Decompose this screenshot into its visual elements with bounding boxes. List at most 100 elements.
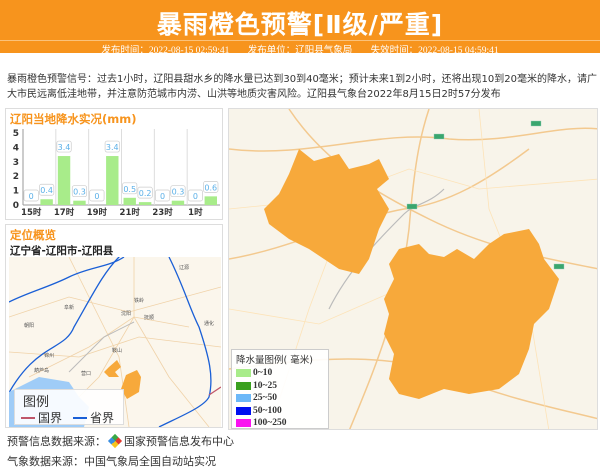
legend-label: 国界 <box>38 411 63 425</box>
data-label: 0.5 <box>123 185 136 194</box>
legend-item-0-10: 0~10 <box>236 367 324 380</box>
bar <box>123 197 136 205</box>
data-label-box <box>23 189 39 202</box>
rainfall-chart-panel: 辽阳当地降水实况(mm) 0 1 2 3 4 5 0 0.4 3.4 0.3 0 3.4 0.5 0.2 0… <box>5 108 223 220</box>
city-label: 阜新 <box>64 304 74 311</box>
expire-time: 失效时间：2022-08-15 04:59:41 <box>370 46 499 56</box>
province-border-swatch <box>73 416 87 419</box>
location-title: 定位概览 <box>10 228 56 242</box>
data-label: 0 <box>160 192 165 201</box>
data-label-box <box>203 181 219 193</box>
national-border-swatch <box>21 416 35 419</box>
issuer: 发布单位：辽阳县气象局 <box>247 46 353 56</box>
header: 暴雨橙色预警[Ⅱ级/严重] 发布时间：2022-08-15 02:59:41 发… <box>0 0 600 56</box>
data-label-box <box>187 189 203 202</box>
warning-area-map-graphic <box>229 109 597 429</box>
legend-item-50-100: 50~100 <box>236 405 324 418</box>
data-label: 0.4 <box>40 186 53 195</box>
legend-label: 25~50 <box>253 393 277 404</box>
x-tick-label: 19时 <box>87 207 108 218</box>
legend-swatch <box>236 369 251 378</box>
bar <box>40 199 53 205</box>
x-tick-label: 17时 <box>54 207 75 218</box>
bar <box>138 202 152 205</box>
data-label-box <box>122 182 138 195</box>
legend-province-border: 省界 <box>73 409 114 426</box>
warning-area-map[interactable]: 降水量图例( 毫米) 0~10 10~25 25~50 50~100 100~2… <box>228 108 598 430</box>
city-label: 葫芦岛 <box>34 367 49 374</box>
legend-item-100-250: 100~250 <box>236 417 324 429</box>
legend-swatch <box>236 381 251 390</box>
x-tick-label: 1时 <box>188 207 203 218</box>
city-label: 辽源 <box>179 264 189 271</box>
page-title: 暴雨橙色预警[Ⅱ级/严重] <box>156 10 444 39</box>
warning-source-name[interactable]: 国家预警信息发布中心 <box>124 435 234 448</box>
city-label: 铁岭 <box>134 297 144 304</box>
data-label-box <box>137 186 153 199</box>
bar <box>106 156 119 205</box>
map-legend: 图例 国界 省界 <box>14 389 124 425</box>
data-label-box <box>104 140 120 153</box>
info-bar: 发布时间：2022-08-15 02:59:41 发布单位：辽阳县气象局 失效时… <box>0 42 600 56</box>
x-tick-label: 23时 <box>152 207 173 218</box>
bar <box>57 156 71 205</box>
data-label-box <box>154 189 171 202</box>
x-tick-label: 15时 <box>21 207 42 218</box>
rainfall-legend: 降水量图例( 毫米) 0~10 10~25 25~50 50~100 100~2… <box>231 349 329 429</box>
data-label: 0.2 <box>139 189 152 198</box>
legend-label: 0~10 <box>253 368 273 379</box>
data-label-box <box>39 183 55 196</box>
data-label-box <box>71 185 88 198</box>
legend-swatch <box>236 419 251 428</box>
bar <box>73 200 86 205</box>
legend-national-border: 国界 <box>21 409 62 426</box>
data-label-box <box>89 189 105 202</box>
legend-label: 50~100 <box>253 405 282 416</box>
city-label: 抚顺 <box>144 314 154 321</box>
data-label: 0 <box>94 192 99 201</box>
map-legend-title: 图例 <box>23 395 50 410</box>
warning-center-logo-icon <box>107 433 123 449</box>
y-tick-label: 4 <box>13 143 19 153</box>
legend-label: 100~250 <box>253 418 287 429</box>
data-label: 0 <box>193 192 198 201</box>
data-label: 0.3 <box>73 188 86 197</box>
data-label: 0 <box>29 192 34 201</box>
x-tick-label: 21时 <box>120 207 141 218</box>
city-label: 沈阳 <box>121 310 131 317</box>
city-label: 鞍山 <box>112 347 122 354</box>
city-label: 通化 <box>204 320 214 327</box>
data-label: 0.6 <box>204 183 217 192</box>
legend-label: 10~25 <box>253 380 277 391</box>
y-tick-label: 3 <box>13 158 19 168</box>
location-path: 辽宁省-辽阳市-辽阳县 <box>10 245 114 257</box>
legend-swatch <box>236 394 251 403</box>
y-tick-label: 1 <box>13 187 19 197</box>
warning-description: 暴雨橙色预警信号：过去1小时，辽阳县甜水乡的降水量已达到30到40毫米；预计未来… <box>7 74 597 100</box>
divider <box>0 40 600 41</box>
warning-source-label: 预警信息数据来源： <box>7 435 106 448</box>
data-label-box <box>56 140 72 153</box>
city-label: 锦州 <box>44 352 54 359</box>
location-panel: 定位概览 辽宁省-辽阳市-辽阳县 沈阳 铁岭 抚顺 阜新 朝阳 锦州 葫芦 <box>5 224 223 428</box>
rainfall-legend-title: 降水量图例( 毫米) <box>236 355 313 366</box>
city-label: 朝阳 <box>24 322 34 329</box>
y-tick-label: 2 <box>13 172 19 182</box>
y-tick-label: 0 <box>13 201 19 211</box>
weather-source: 气象数据来源：中国气象局全国自动站实况 <box>7 455 216 468</box>
data-label: 0.3 <box>172 188 185 197</box>
city-label: 营口 <box>81 370 91 377</box>
bar <box>171 200 185 205</box>
legend-item-10-25: 10~25 <box>236 380 324 393</box>
warning-source: 预警信息数据来源： 国家预警信息发布中心 <box>7 433 234 449</box>
rainfall-chart: 0 1 2 3 4 5 0 0.4 3.4 0.3 0 3.4 0.5 0.2 0 0.3 0 0.6 15时 17时… <box>13 129 220 218</box>
legend-label: 省界 <box>90 411 115 425</box>
legend-swatch <box>236 406 251 415</box>
data-label: 3.4 <box>106 143 119 152</box>
issue-time: 发布时间：2022-08-15 02:59:41 <box>101 46 230 56</box>
data-label-box <box>170 185 186 198</box>
bar <box>204 196 217 205</box>
data-label: 3.4 <box>58 143 71 152</box>
overview-map[interactable]: 沈阳 铁岭 抚顺 阜新 朝阳 锦州 葫芦岛 营口 鞍山 通化 辽源 图例 国界 … <box>9 257 221 427</box>
chart-title: 辽阳当地降水实况(mm) <box>10 112 137 126</box>
